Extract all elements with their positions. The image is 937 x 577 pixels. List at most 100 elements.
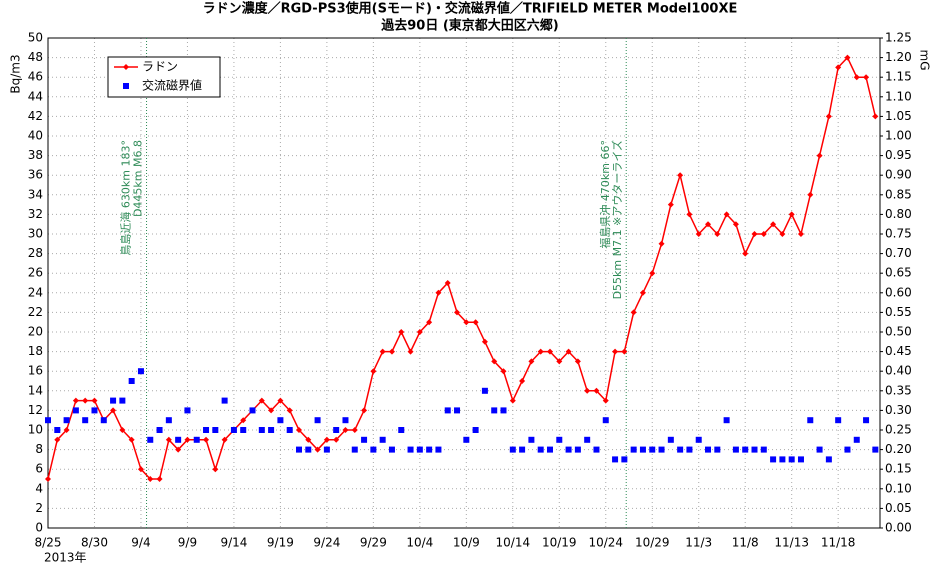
radon-point (110, 407, 117, 414)
legend-label: ラドン (142, 60, 178, 74)
field-point (268, 427, 275, 433)
radon-point (797, 231, 804, 237)
radon-point (268, 407, 275, 414)
field-point (277, 417, 284, 424)
y2-tick-label: 1.15 (885, 70, 912, 84)
radon-point (323, 436, 330, 443)
y-axis-label: Bq/m3 (9, 54, 23, 93)
field-point (156, 427, 163, 433)
field-point (54, 427, 61, 433)
field-point (797, 456, 804, 463)
x-tick-label: 9/14 (220, 536, 247, 550)
y-tick-label: 24 (28, 285, 43, 299)
field-point (491, 407, 498, 414)
y2-tick-label: 1.10 (885, 89, 912, 103)
y2-tick-label: 0.15 (885, 462, 912, 476)
field-point (519, 446, 526, 453)
y-tick-label: 34 (28, 187, 43, 201)
field-point (788, 456, 795, 463)
field-point (770, 456, 777, 463)
y-tick-label: 40 (28, 129, 43, 143)
radon-point (565, 348, 572, 355)
radon-point (863, 74, 870, 81)
x-tick-label: 10/14 (496, 536, 531, 550)
field-point (444, 407, 451, 414)
y-tick-label: 10 (28, 423, 43, 437)
radon-point (277, 397, 284, 404)
radon-point (509, 397, 516, 404)
field-point (370, 446, 377, 453)
chart-subtitle: 過去90日 (東京都大田区六郷) (380, 18, 559, 34)
field-point (323, 446, 330, 453)
field-point (137, 368, 144, 375)
field-point (509, 446, 516, 453)
radon-point (444, 280, 451, 286)
event-label: D55km M7.1 ※アウターライズ (610, 140, 624, 299)
y2-tick-label: 0.90 (885, 168, 912, 182)
field-point (472, 427, 479, 433)
radon-point (342, 427, 349, 433)
radon-point (203, 436, 210, 443)
radon-point (426, 319, 433, 326)
radon-point (528, 358, 535, 365)
radon-point (314, 446, 321, 453)
y2-tick-label: 0.65 (885, 266, 912, 280)
radon-point (788, 211, 795, 218)
radon-point (732, 221, 739, 228)
y-tick-label: 16 (28, 364, 43, 378)
radon-point (500, 368, 507, 375)
y-tick-label: 2 (35, 501, 43, 515)
x-tick-label: 11/3 (685, 536, 712, 550)
y2-tick-label: 0.45 (885, 344, 912, 358)
field-point (723, 417, 730, 424)
y-tick-label: 26 (28, 266, 43, 280)
y-tick-label: 20 (28, 325, 43, 339)
radon-point (816, 152, 823, 159)
field-point (584, 436, 591, 443)
field-point (240, 427, 247, 433)
x-tick-label: 10/9 (453, 536, 480, 550)
field-point (258, 427, 265, 433)
radon-point (537, 348, 544, 355)
y2-tick-label: 0.25 (885, 423, 912, 437)
y2-tick-label: 0.55 (885, 305, 912, 319)
legend-label: 交流磁界値 (142, 78, 202, 93)
radon-point (82, 397, 89, 404)
field-point (556, 436, 563, 443)
field-point (602, 417, 609, 424)
radon-point (770, 221, 777, 228)
y2-tick-label: 0.10 (885, 481, 912, 495)
radon-point (630, 309, 637, 316)
field-point (695, 436, 702, 443)
y-tick-label: 22 (28, 305, 43, 319)
x-tick-label: 10/29 (635, 536, 670, 550)
y-tick-label: 0 (35, 521, 43, 535)
x-tick-label: 8/30 (81, 536, 108, 550)
y2-tick-label: 0.35 (885, 383, 912, 397)
field-point (193, 436, 200, 443)
field-point (742, 446, 749, 453)
field-point (565, 446, 572, 453)
radon-point (658, 240, 665, 247)
y2-tick-label: 1.00 (885, 129, 912, 143)
field-point (286, 427, 293, 433)
radon-point (370, 368, 377, 375)
field-point (212, 427, 219, 433)
field-point (537, 446, 544, 453)
y-tick-label: 30 (28, 227, 43, 241)
radon-point (649, 270, 656, 277)
field-point (863, 417, 870, 424)
field-point (110, 397, 117, 404)
field-point (760, 446, 767, 453)
x-tick-label: 11/8 (732, 536, 759, 550)
field-point (305, 446, 312, 453)
y-tick-label: 38 (28, 148, 43, 162)
field-point (165, 417, 172, 424)
field-point (751, 446, 758, 453)
field-point (221, 397, 228, 404)
radon-point (454, 309, 461, 316)
field-point (825, 456, 832, 463)
radon-point (751, 231, 758, 237)
field-point (779, 456, 786, 463)
